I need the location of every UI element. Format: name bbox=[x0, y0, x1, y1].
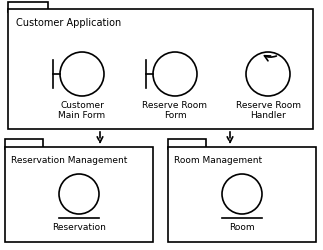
Polygon shape bbox=[5, 148, 153, 242]
Text: Reserve Room
Form: Reserve Room Form bbox=[142, 100, 207, 120]
Circle shape bbox=[60, 53, 104, 96]
Circle shape bbox=[222, 174, 262, 214]
Text: Room Management: Room Management bbox=[174, 156, 262, 164]
Polygon shape bbox=[168, 140, 206, 149]
Circle shape bbox=[246, 53, 290, 96]
Text: Customer
Main Form: Customer Main Form bbox=[58, 100, 106, 120]
Polygon shape bbox=[5, 140, 43, 149]
Text: Reservation Management: Reservation Management bbox=[11, 156, 127, 164]
Text: Reservation: Reservation bbox=[52, 222, 106, 231]
Polygon shape bbox=[8, 10, 313, 130]
Text: Customer Application: Customer Application bbox=[16, 18, 121, 28]
Polygon shape bbox=[168, 148, 316, 242]
Circle shape bbox=[59, 174, 99, 214]
Text: Room: Room bbox=[229, 222, 255, 231]
Polygon shape bbox=[8, 3, 48, 13]
Circle shape bbox=[153, 53, 197, 96]
Text: Reserve Room
Handler: Reserve Room Handler bbox=[235, 100, 300, 120]
